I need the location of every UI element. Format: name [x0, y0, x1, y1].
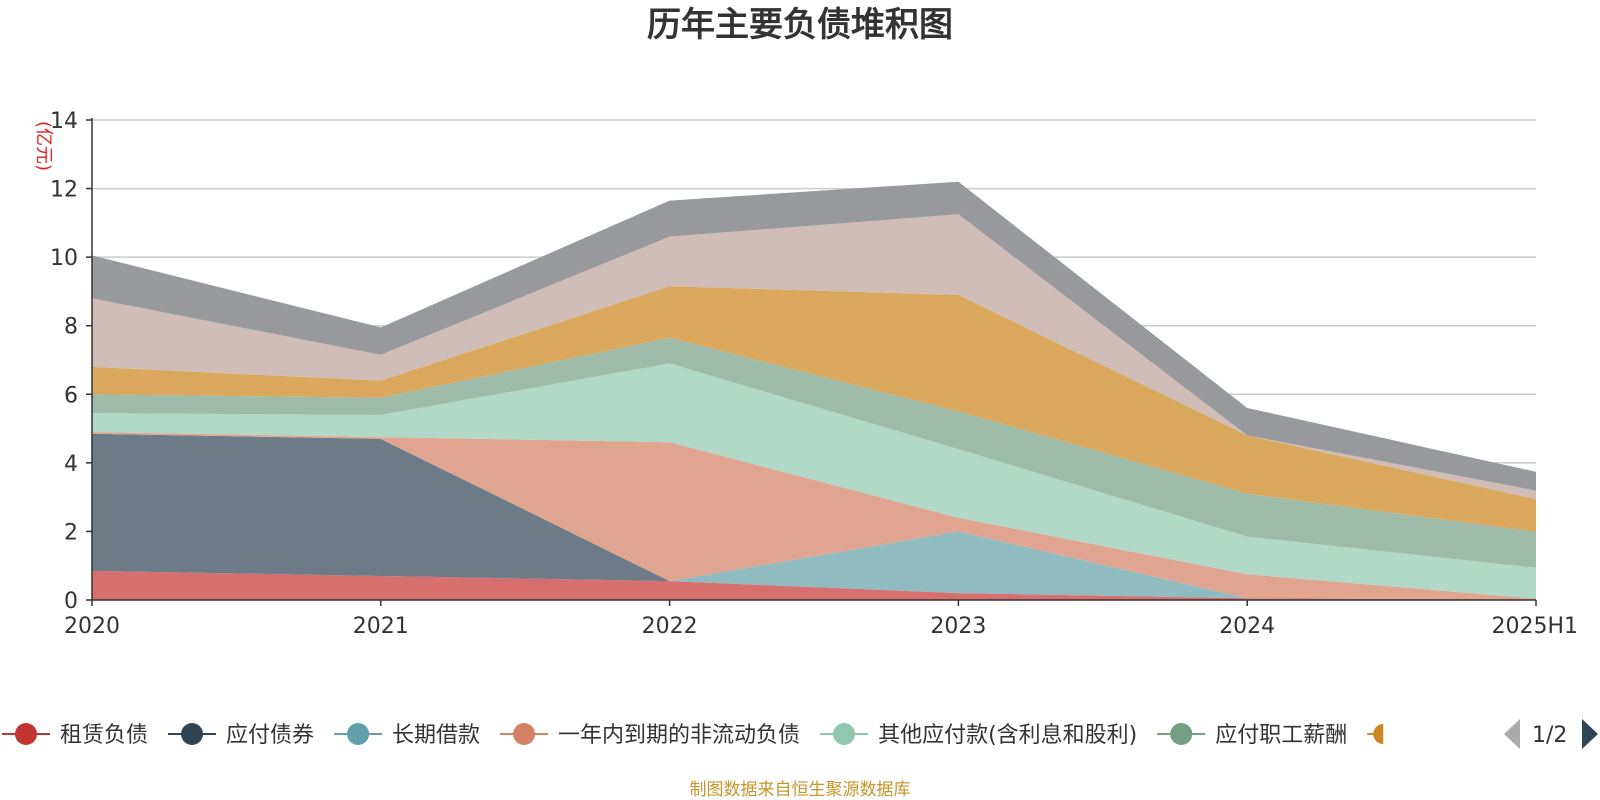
legend-circle-icon	[347, 723, 370, 745]
legend-circle-icon	[15, 723, 37, 745]
chart-title: 历年主要负债堆积图	[647, 5, 953, 45]
x-tick-label: 2022	[642, 614, 698, 639]
legend-item-5[interactable]: 其他应付款(含利息和股利)	[820, 723, 1137, 748]
area-series-7	[92, 286, 1536, 532]
x-tick-label: 2025H1	[1491, 614, 1578, 639]
y-tick-label: 2	[64, 520, 78, 545]
y-tick-label: 4	[64, 452, 78, 477]
legend-item-2[interactable]: 应付债券	[168, 723, 314, 748]
area-series-9	[92, 181, 1536, 491]
y-axis-unit-label: (亿元)	[33, 121, 54, 171]
x-tick-label: 2024	[1219, 614, 1275, 639]
legend-label: 其他应付款(含利息和股利)	[878, 723, 1137, 748]
area-series-5	[92, 363, 1536, 599]
y-tick-label: 14	[50, 109, 78, 134]
area-series-4	[92, 432, 1536, 600]
data-source-note: 制图数据来自恒生聚源数据库	[690, 780, 911, 800]
legend-circle-icon	[1170, 723, 1193, 745]
legend-circle-icon	[1373, 724, 1384, 744]
area-series	[92, 181, 1536, 600]
x-tick-label: 2020	[64, 614, 120, 639]
legend-pager: 1/2	[1504, 719, 1598, 749]
y-tick-label: 6	[64, 383, 78, 408]
area-series-3	[92, 433, 1536, 600]
legend-item-6[interactable]: 应付职工薪酬	[1157, 723, 1347, 748]
legend-item-clipped	[1367, 724, 1384, 744]
legend-label: 一年内到期的非流动负债	[558, 723, 800, 748]
area-series-8	[92, 214, 1536, 500]
x-tick-label: 2023	[930, 614, 986, 639]
legend-circle-icon	[181, 723, 204, 745]
y-tick-label: 0	[64, 589, 78, 614]
legend: 租赁负债 应付债券 长期借款 一年内到期的非流动负债 其他应付款(含利息和股利) 应付职工…	[2, 723, 1384, 748]
legend-label: 长期借款	[392, 723, 480, 748]
legend-item-4[interactable]: 一年内到期的非流动负债	[500, 723, 800, 748]
area-series-6	[92, 337, 1536, 568]
legend-label: 租赁负债	[60, 723, 148, 748]
legend-page-indicator: 1/2	[1532, 723, 1567, 748]
legend-item-3[interactable]: 长期借款	[334, 723, 480, 748]
legend-circle-icon	[513, 723, 536, 745]
legend-label: 应付职工薪酬	[1215, 723, 1347, 748]
legend-item-1[interactable]: 租赁负债	[2, 723, 148, 748]
y-tick-label: 12	[50, 178, 78, 203]
legend-circle-icon	[833, 723, 856, 745]
y-tick-label: 10	[50, 246, 78, 271]
area-series-2	[92, 433, 1536, 600]
x-tick-label: 2021	[353, 614, 409, 639]
legend-label: 应付债券	[226, 723, 314, 748]
next-page-icon[interactable]	[1582, 719, 1598, 749]
axes: 0 2 4 6 8 10 12 14 2020 2021 2022 2023 2024 2025H1	[50, 109, 1578, 639]
y-tick-label: 8	[64, 315, 78, 340]
prev-page-icon[interactable]	[1504, 719, 1520, 749]
area-series-1	[92, 570, 1536, 600]
